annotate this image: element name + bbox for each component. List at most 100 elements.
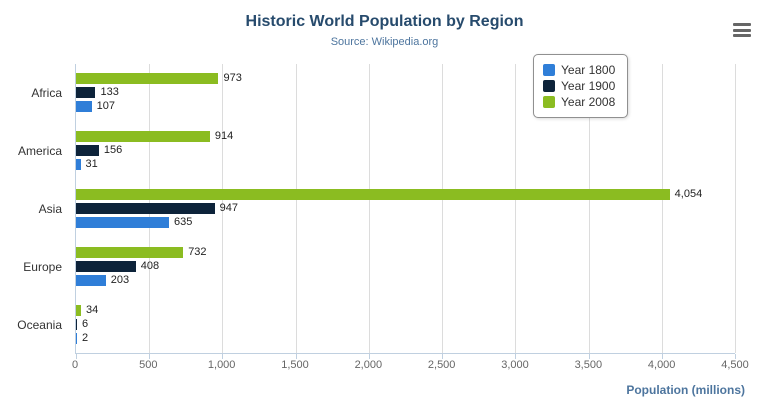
axis-tick (368, 354, 370, 359)
bar-europe-year-1800[interactable] (76, 275, 106, 286)
gridline (735, 64, 736, 353)
x-tick-label: 3,000 (501, 359, 529, 371)
gridline (222, 64, 224, 353)
x-tick-label: 2,000 (354, 359, 383, 371)
x-tick-label: 4,000 (647, 359, 676, 371)
bar-value-label: 732 (188, 246, 207, 258)
bar-asia-year-1900[interactable] (76, 203, 215, 214)
bar-value-label: 203 (110, 274, 130, 286)
bar-value-label: 635 (173, 216, 193, 228)
bar-row: 947 (76, 203, 735, 214)
bar-row: 914 (76, 131, 735, 142)
bar-group-america: 914 156 31 (76, 122, 735, 180)
bar-america-year-1800[interactable] (76, 159, 81, 170)
bar-group-asia: 4,054 947 635 (76, 180, 735, 238)
chart-subtitle: Source: Wikipedia.org (330, 36, 439, 48)
legend-symbol (543, 64, 555, 76)
bar-row: 156 (76, 145, 735, 156)
bar-row: 133 (76, 87, 735, 98)
gridline (295, 64, 297, 353)
axis-tick (735, 354, 736, 359)
bar-row: 4,054 (76, 189, 735, 200)
bar-value-label: 947 (219, 202, 239, 214)
hamburger-line (733, 34, 751, 37)
x-tick-label: 1,000 (207, 359, 236, 371)
legend: Year 1800 Year 1900 Year 2008 (533, 54, 629, 118)
bar-america-year-1900[interactable] (76, 145, 99, 156)
axis-tick (442, 354, 444, 359)
y-category-label-oceania: Oceania (17, 318, 62, 332)
x-tick-label: 4,500 (721, 359, 749, 371)
axis-tick (222, 354, 224, 359)
legend-symbol (543, 96, 555, 108)
bar-value-label: 914 (214, 130, 234, 142)
bar-value-label: 973 (223, 72, 242, 84)
bar-europe-year-1900[interactable] (76, 261, 136, 272)
x-axis-title: Population (millions) (626, 383, 745, 397)
bar-value-label: 408 (140, 260, 160, 272)
gridline (442, 64, 444, 353)
legend-label: Year 2008 (561, 95, 616, 109)
x-tick-label: 1,500 (281, 359, 309, 371)
y-category-label-america: America (17, 144, 62, 158)
hamburger-line (733, 28, 751, 32)
bar-asia-year-1800[interactable] (76, 217, 169, 228)
plot-area: 973 133 107 914 156 31 4,054 947 635 732 408 203 34 6… (75, 64, 736, 359)
bar-oceania-year-1800[interactable] (76, 333, 77, 344)
x-tick-label: 2,500 (427, 359, 456, 371)
legend-symbol (543, 80, 555, 92)
legend-item-year-2008[interactable]: Year 2008 (543, 94, 615, 110)
bar-africa-year-1900[interactable] (76, 87, 96, 98)
bar-row: 408 (76, 261, 735, 272)
x-tick-label: 500 (139, 359, 158, 371)
x-axis-tick-labels: 0 500 1,000 1,500 2,000 2,500 3,000 3,500 4,000 4… (72, 359, 749, 373)
y-category-label-africa: Africa (31, 86, 62, 100)
bar-row: 6 (76, 319, 735, 330)
bar-row: 107 (76, 101, 735, 112)
bar-oceania-year-1900[interactable] (76, 319, 77, 330)
bar-value-label: 133 (100, 86, 119, 98)
bar-asia-year-2008[interactable] (76, 189, 670, 200)
bar-row: 973 (76, 73, 735, 84)
bar-america-year-2008[interactable] (76, 131, 210, 142)
gridline (661, 64, 663, 353)
y-category-label-asia: Asia (38, 202, 62, 216)
legend-item-year-1900[interactable]: Year 1900 (543, 78, 615, 94)
axis-tick (515, 354, 517, 359)
hamburger-icon[interactable] (733, 22, 751, 38)
bar-value-label: 4,054 (674, 188, 703, 200)
bar-oceania-year-2008[interactable] (76, 305, 81, 316)
bar-group-africa: 973 133 107 (76, 64, 735, 122)
x-tick-label: 0 (71, 359, 79, 371)
chart-title: Historic World Population by Region (245, 13, 524, 30)
axis-tick (661, 354, 663, 359)
legend-item-year-1800[interactable]: Year 1800 (543, 62, 615, 78)
bar-row: 34 (76, 305, 735, 316)
gridline (588, 64, 590, 353)
bar-row: 635 (76, 217, 735, 228)
axis-tick (295, 354, 297, 359)
y-axis-labels: Africa America Asia Europe Oceania (0, 64, 70, 354)
legend-label: Year 1900 (561, 79, 616, 93)
bar-row: 31 (76, 159, 735, 170)
axis-tick (588, 354, 590, 359)
bar-row: 732 (76, 247, 735, 258)
hamburger-line (733, 23, 751, 26)
bar-row: 2 (76, 333, 735, 344)
bar-value-label: 6 (82, 318, 89, 330)
bar-africa-year-1800[interactable] (76, 101, 92, 112)
bar-africa-year-2008[interactable] (76, 73, 219, 84)
y-category-label-europe: Europe (23, 260, 62, 274)
bar-value-label: 2 (82, 332, 89, 344)
gridline (368, 64, 370, 353)
bar-value-label: 31 (85, 158, 98, 170)
bar-europe-year-2008[interactable] (76, 247, 184, 258)
bar-value-label: 34 (85, 304, 99, 316)
bar-row: 203 (76, 275, 735, 286)
bar-value-label: 156 (103, 144, 123, 156)
bar-group-oceania: 34 6 2 (76, 296, 735, 354)
gridline (515, 64, 517, 353)
x-tick-label: 3,500 (574, 359, 603, 371)
bar-group-europe: 732 408 203 (76, 238, 735, 296)
